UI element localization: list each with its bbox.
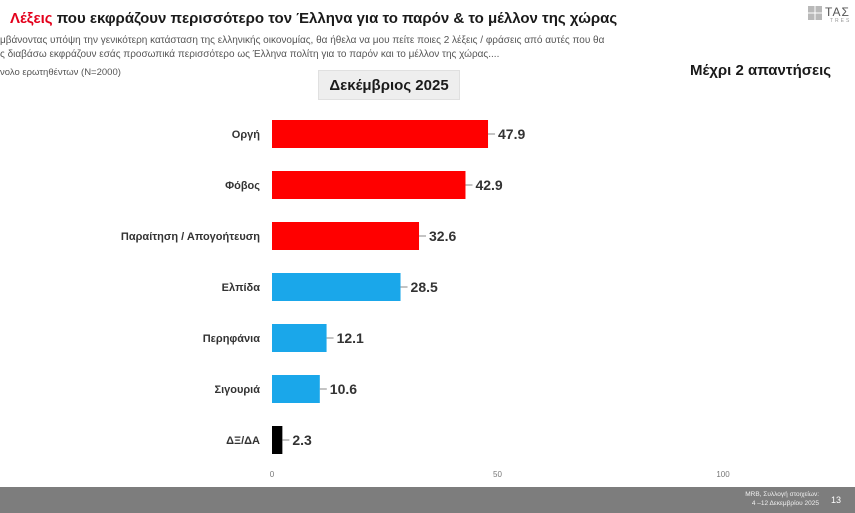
- value-label: 42.9: [475, 177, 502, 193]
- logo-grid-icon: [808, 6, 822, 20]
- question-line-1: μβάνοντας υπόψη την γενικότερη κατάσταση…: [0, 35, 605, 46]
- period-label: Δεκέμβριος 2025: [318, 70, 460, 100]
- title-text: που εκφράζουν περισσότερο τον Έλληνα για…: [52, 10, 618, 27]
- value-label: 10.6: [330, 381, 357, 397]
- category-label: Παραίτηση / Απογοήτευση: [121, 231, 260, 243]
- category-label: Οργή: [232, 129, 260, 141]
- company-logo: ΤΑΣ TRES: [808, 5, 855, 24]
- logo-subtext: TRES: [830, 18, 852, 24]
- x-tick-label: 100: [716, 470, 730, 479]
- x-tick-label: 0: [270, 470, 275, 479]
- chart-title: Λέξεις που εκφράζουν περισσότερο τον Έλλ…: [10, 10, 617, 27]
- page-number: 13: [830, 495, 841, 505]
- sample-base: νολο ερωτηθέντων (N=2000): [0, 67, 121, 78]
- bar: [272, 324, 327, 352]
- bar: [272, 426, 283, 454]
- bar: [272, 120, 489, 148]
- category-label: Περηφάνια: [203, 333, 260, 345]
- category-label: Ελπίδα: [222, 282, 261, 294]
- question-text: μβάνοντας υπόψη την γενικότερη κατάσταση…: [0, 34, 604, 62]
- value-label: 12.1: [337, 330, 364, 346]
- x-tick-label: 50: [493, 470, 502, 479]
- bar: [272, 171, 466, 199]
- value-label: 28.5: [411, 279, 438, 295]
- bar: [272, 273, 401, 301]
- title-accent: Λέξεις: [10, 10, 53, 27]
- bar: [272, 375, 320, 403]
- value-label: 2.3: [292, 432, 312, 448]
- value-label: 32.6: [429, 228, 456, 244]
- source-line-1: MRB, Συλλογή στοιχείων:: [745, 491, 819, 498]
- logo-text: ΤΑΣ: [825, 5, 850, 19]
- value-label: 47.9: [498, 126, 525, 142]
- source-note: MRB, Συλλογή στοιχείων: 4 –12 Δεκεμβρίου…: [745, 490, 819, 508]
- bar-chart: Οργή 47.9 Φόβος 42.9 Παραίτηση / Απογοήτευση…: [121, 120, 730, 479]
- source-line-2: 4 –12 Δεκεμβρίου 2025: [751, 500, 819, 507]
- bar: [272, 222, 420, 250]
- answers-note: Μέχρι 2 απαντήσεις: [690, 62, 832, 79]
- footer-bar: MRB, Συλλογή στοιχείων: 4 –12 Δεκεμβρίου…: [0, 487, 855, 513]
- category-label: ΔΞ/ΔΑ: [226, 435, 260, 447]
- question-line-2: ς διαβάσω εκφράζουν εσάς προσωπικά περισ…: [0, 49, 500, 60]
- category-label: Σιγουριά: [214, 384, 260, 396]
- category-label: Φόβος: [225, 180, 260, 192]
